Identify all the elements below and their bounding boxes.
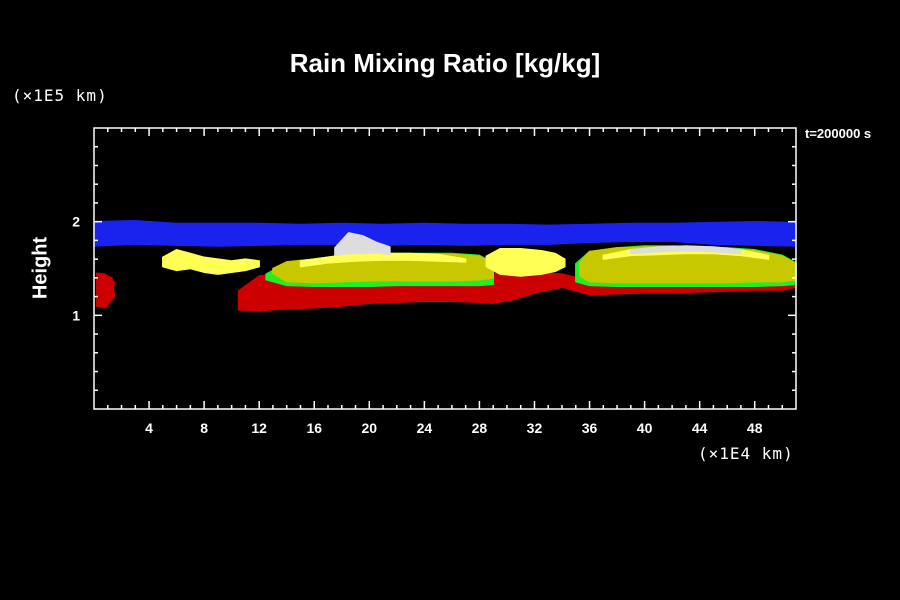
field-layer-top-band-0 xyxy=(93,219,797,247)
x-axis-unit-label: (×1E4 km) xyxy=(698,444,794,463)
field-layers xyxy=(93,219,797,312)
field-layer-level-peak-12 xyxy=(630,245,742,255)
y-tick-label: 1 xyxy=(72,307,80,323)
x-tick-label: 20 xyxy=(362,420,378,436)
y-axis-unit-label: (×1E5 km) xyxy=(12,86,108,105)
x-tick-label: 24 xyxy=(417,420,433,436)
field-layer-level-high-8 xyxy=(485,248,566,277)
field-layer-level-high-7 xyxy=(162,249,260,275)
x-tick-label: 36 xyxy=(582,420,598,436)
plot-frame xyxy=(93,127,797,410)
y-tick-label: 2 xyxy=(72,214,80,230)
x-tick-label: 8 xyxy=(200,420,208,436)
axis-ticks xyxy=(94,128,796,409)
field-layer-level-low-2 xyxy=(96,272,116,309)
field-layer-level-peak-11 xyxy=(334,232,391,257)
x-tick-label: 4 xyxy=(145,420,153,436)
x-tick-label: 12 xyxy=(251,420,267,436)
time-label: t=200000 s xyxy=(805,126,872,141)
x-tick-label: 16 xyxy=(306,420,322,436)
x-tick-label: 48 xyxy=(747,420,763,436)
chart-title: Rain Mixing Ratio [kg/kg] xyxy=(289,48,601,78)
x-tick-label: 32 xyxy=(527,420,543,436)
x-tick-label: 44 xyxy=(692,420,708,436)
x-tick-label: 28 xyxy=(472,420,488,436)
x-tick-label: 40 xyxy=(637,420,653,436)
